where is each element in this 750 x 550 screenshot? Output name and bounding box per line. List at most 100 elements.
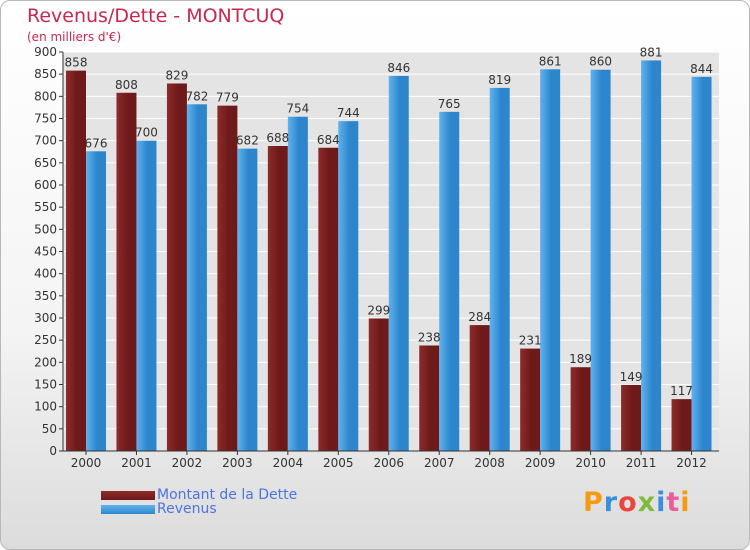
chart-title: Revenus/Dette - MONTCUQ [27,5,285,27]
value-label-dette: 684 [317,133,340,147]
y-tick-label: 200 [34,355,57,369]
value-label-revenus: 860 [589,55,612,69]
y-tick-label: 100 [34,400,57,414]
y-tick-label: 350 [34,289,57,303]
value-label-dette: 231 [519,334,542,348]
value-label-dette: 299 [367,303,390,317]
bar-dette [267,145,288,451]
x-tick-label: 2004 [273,456,304,470]
logo-letter: i [680,487,691,518]
legend-item-revenus: Revenus [101,501,217,517]
legend-label-revenus: Revenus [157,501,217,517]
bar-dette [217,105,238,451]
value-label-revenus: 682 [236,134,259,148]
bar-dette [570,367,591,451]
bar-revenus [388,75,409,451]
bar-dette [621,384,642,451]
bar-revenus [489,87,510,451]
logo-letter: o [618,487,638,518]
bar-dette [116,92,137,451]
chart-subtitle: (en milliers d'€) [27,30,122,44]
bar-revenus [691,76,712,452]
logo-letter: r [603,487,619,518]
y-tick-label: 800 [34,89,57,103]
y-tick-label: 500 [34,222,57,236]
bar-dette [66,70,86,452]
y-tick-label: 850 [34,67,57,81]
bar-revenus [590,69,611,451]
proxiti-logo: Proxiti [583,487,691,518]
value-label-revenus: 676 [85,136,108,150]
y-tick-label: 250 [34,333,57,347]
value-label-dette: 117 [670,384,693,398]
value-label-revenus: 846 [387,61,410,75]
x-tick-label: 2006 [373,456,404,470]
y-tick-label: 50 [42,422,57,436]
bar-revenus [186,104,207,452]
x-tick-label: 2010 [575,456,606,470]
value-label-revenus: 754 [286,102,309,116]
bar-revenus [540,69,561,451]
x-tick-label: 2001 [121,456,152,470]
x-tick-label: 2005 [323,456,354,470]
x-tick-label: 2000 [71,456,102,470]
legend-label-dette: Montant de la Dette [157,487,298,503]
y-tick-label: 300 [34,311,57,325]
value-label-revenus: 744 [337,106,360,120]
value-label-revenus: 782 [185,89,208,103]
logo-letter: x [637,487,657,518]
x-tick-label: 2007 [424,456,455,470]
bar-revenus [287,116,308,451]
bar-revenus [86,151,106,451]
value-label-dette: 149 [620,370,643,384]
logo-letter: t [666,487,681,518]
value-label-revenus: 861 [539,54,562,68]
x-tick-label: 2002 [172,456,203,470]
value-label-revenus: 765 [438,97,461,111]
x-tick-label: 2008 [474,456,505,470]
value-label-dette: 808 [115,78,138,92]
value-label-revenus: 844 [690,62,713,76]
bar-dette [318,147,339,451]
y-tick-label: 600 [34,178,57,192]
x-tick-label: 2003 [222,456,253,470]
bar-revenus [136,140,157,451]
bar-dette [671,399,692,451]
legend-swatch-dette [101,490,155,500]
value-label-dette: 238 [418,330,441,344]
x-tick-label: 2009 [525,456,556,470]
legend-swatch-revenus [101,504,155,514]
y-tick-label: 150 [34,378,57,392]
logo-letter: P [583,487,604,518]
value-label-dette: 284 [468,310,491,324]
bar-dette [520,348,541,451]
value-label-dette: 189 [569,352,592,366]
bar-revenus [338,121,359,451]
bar-dette [166,83,187,451]
y-tick-label: 700 [34,134,57,148]
value-label-dette: 829 [165,68,188,82]
y-tick-label: 450 [34,245,57,259]
logo-letter: i [656,487,667,518]
bar-dette [368,318,389,451]
bar-dette [419,345,440,451]
y-tick-label: 550 [34,200,57,214]
y-tick-label: 750 [34,112,57,126]
value-label-dette: 688 [266,131,289,145]
y-tick-label: 400 [34,267,57,281]
value-label-dette: 858 [65,56,88,70]
value-label-dette: 779 [216,91,239,105]
bar-dette [469,325,490,451]
value-label-revenus: 881 [640,45,663,59]
bar-revenus [641,60,662,451]
bar-revenus [439,111,460,451]
y-tick-label: 650 [34,156,57,170]
bar-revenus [237,148,258,451]
value-label-revenus: 819 [488,73,511,87]
value-label-revenus: 700 [135,126,158,140]
x-tick-label: 2012 [676,456,707,470]
legend-item-dette: Montant de la Dette [101,487,297,503]
y-tick-label: 0 [49,444,57,458]
